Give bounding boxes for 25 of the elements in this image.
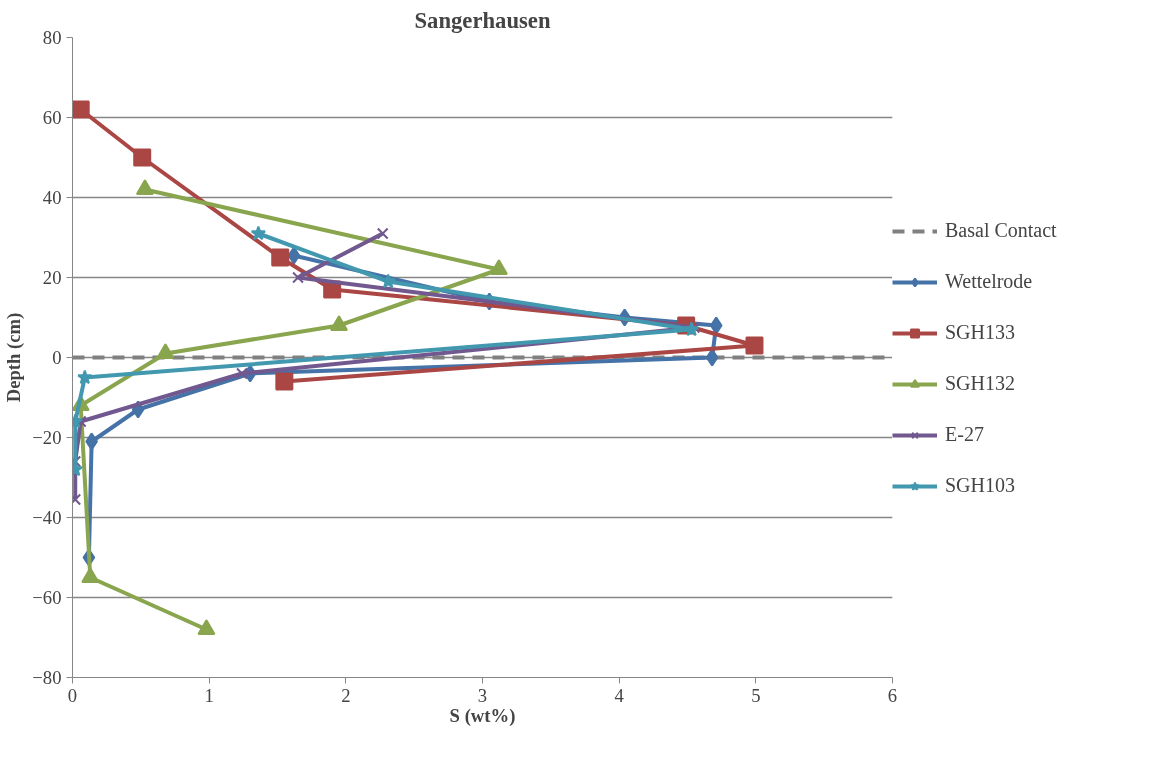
x-tick-label: 6 xyxy=(887,684,898,706)
chart-title: Sangerhausen xyxy=(414,7,551,33)
x-tick-label: 3 xyxy=(477,684,488,706)
y-axis-title: Depth (cm) xyxy=(3,312,26,403)
legend-label: Wettelrode xyxy=(945,270,1033,293)
x-tick-label: 0 xyxy=(67,684,78,706)
y-tick-label: −80 xyxy=(32,667,62,688)
legend-label: SGH133 xyxy=(945,321,1016,344)
x-tick-label: 5 xyxy=(751,684,761,706)
y-tick-label: 80 xyxy=(42,27,62,48)
y-tick-label: −60 xyxy=(32,587,62,608)
legend-label: SGH103 xyxy=(945,474,1016,497)
legend-label: Basal Contact xyxy=(945,219,1057,242)
legend-label: E-27 xyxy=(945,423,984,446)
x-tick-label: 2 xyxy=(341,684,351,706)
y-tick-label: 20 xyxy=(42,267,62,288)
y-tick-label: 40 xyxy=(42,187,62,208)
y-tick-label: −20 xyxy=(32,427,62,448)
legend-label: SGH132 xyxy=(945,372,1016,395)
y-tick-label: −40 xyxy=(32,507,62,528)
y-tick-label: 60 xyxy=(42,107,62,128)
x-tick-label: 1 xyxy=(204,684,214,706)
x-tick-label: 4 xyxy=(614,684,625,706)
x-axis-title: S (wt%) xyxy=(449,704,516,727)
y-tick-label: 0 xyxy=(52,347,62,368)
